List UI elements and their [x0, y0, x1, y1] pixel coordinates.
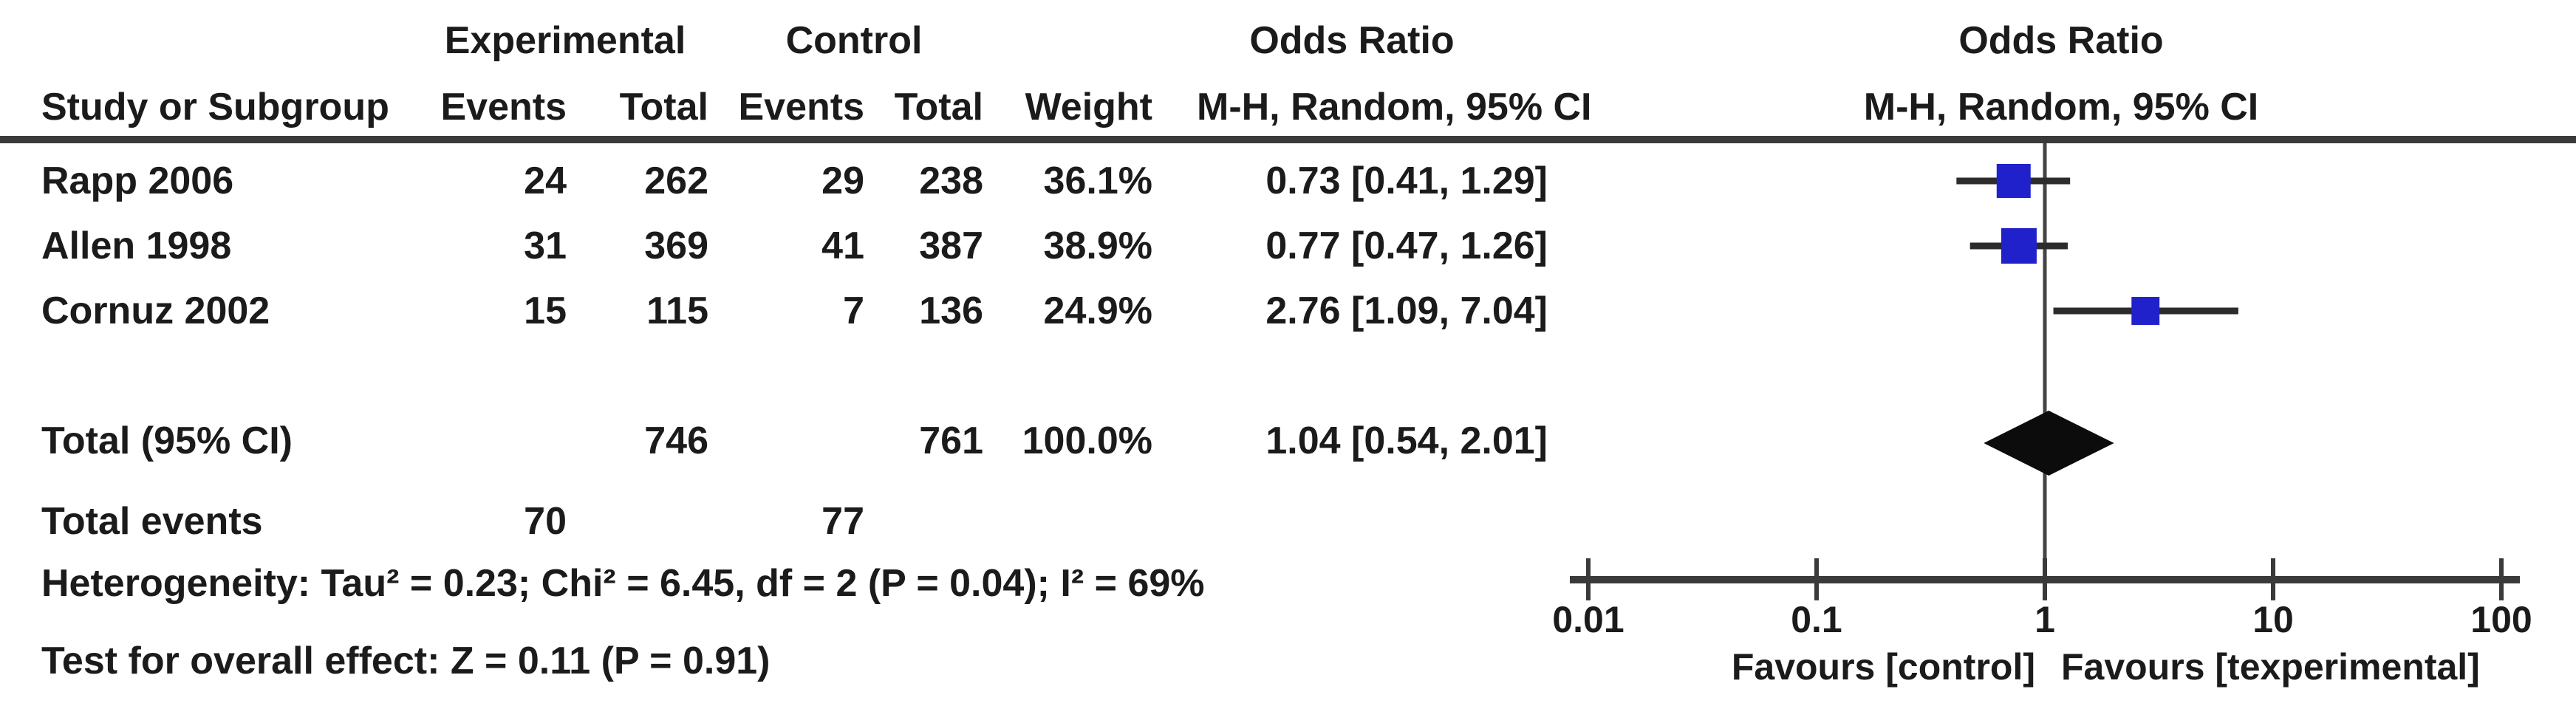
axis-tick-label: 100 — [2470, 599, 2532, 640]
group-header-control: Control — [785, 19, 923, 62]
total-exp-total: 746 — [644, 419, 708, 462]
axis-tick — [2043, 558, 2047, 600]
favours-control-label: Favours [control] — [1731, 646, 2035, 688]
exp-events-value: 31 — [524, 225, 567, 267]
total-events-ctl-value: 77 — [821, 500, 864, 543]
exp-total-value: 115 — [646, 289, 708, 332]
ctl-total-value: 238 — [919, 160, 983, 202]
column-header-ci: M-H, Random, 95% CI — [1197, 86, 1592, 129]
ctl-events-value: 29 — [821, 160, 864, 202]
ctl-events-value: 7 — [843, 289, 864, 332]
ctl-total-value: 136 — [919, 289, 983, 332]
study-name: Cornuz 2002 — [41, 289, 270, 332]
exp-total-value: 369 — [644, 225, 708, 267]
heterogeneity-line: Heterogeneity: Tau² = 0.23; Chi² = 6.45,… — [41, 562, 1205, 605]
study-name: Rapp 2006 — [41, 160, 234, 202]
ci-text-value: 0.77 [0.47, 1.26] — [1265, 225, 1548, 267]
column-header-study: Study or Subgroup — [41, 86, 389, 129]
axis-tick — [2271, 558, 2275, 600]
total-ci-text: 1.04 [0.54, 2.01] — [1265, 419, 1548, 462]
column-header-exp-total: Total — [619, 86, 708, 129]
no-effect-line — [2043, 143, 2047, 583]
plot-header-method: M-H, Random, 95% CI — [1863, 86, 2259, 129]
ci-text-value: 0.73 [0.41, 1.29] — [1265, 160, 1548, 202]
column-header-ctl-total: Total — [894, 86, 983, 129]
ci-text-value: 2.76 [1.09, 7.04] — [1265, 289, 1548, 332]
total-ctl-total: 761 — [919, 419, 983, 462]
group-header-odds-ratio: Odds Ratio — [1249, 19, 1455, 62]
header-rule — [0, 136, 2576, 143]
total-events-exp-value: 70 — [524, 500, 567, 543]
overall-effect-line: Test for overall effect: Z = 0.11 (P = 0… — [41, 640, 771, 682]
exp-total-value: 262 — [644, 160, 708, 202]
axis-tick — [1586, 558, 1591, 600]
plot-header-odds-ratio: Odds Ratio — [1958, 19, 2164, 62]
favours-experimental-label: Favours [texperimental] — [2061, 646, 2480, 688]
exp-events-value: 15 — [524, 289, 567, 332]
study-name: Allen 1998 — [41, 225, 232, 267]
axis-tick-label: 10 — [2252, 599, 2294, 640]
ctl-events-value: 41 — [821, 225, 864, 267]
group-header-experimental: Experimental — [444, 19, 686, 62]
column-header-exp-events: Events — [440, 86, 567, 129]
weight-value: 38.9% — [1043, 225, 1152, 267]
total-weight: 100.0% — [1022, 419, 1152, 462]
study-square-marker — [1996, 164, 2031, 198]
column-header-weight: Weight — [1025, 86, 1152, 129]
ctl-total-value: 387 — [919, 225, 983, 267]
axis-tick — [1814, 558, 1819, 600]
exp-events-value: 24 — [524, 160, 567, 202]
total-events-label: Total events — [41, 500, 263, 543]
axis-tick-label: 1 — [2035, 599, 2055, 640]
axis-tick — [2499, 558, 2504, 600]
weight-value: 24.9% — [1043, 289, 1152, 332]
axis-tick-label: 0.1 — [1791, 599, 1842, 640]
axis-tick-label: 0.01 — [1552, 599, 1624, 640]
column-header-ctl-events: Events — [738, 86, 864, 129]
study-square-marker — [2131, 297, 2160, 325]
weight-value: 36.1% — [1043, 160, 1152, 202]
study-square-marker — [2001, 227, 2037, 264]
total-diamond — [1984, 411, 2114, 476]
total-row-label: Total (95% CI) — [41, 419, 293, 462]
